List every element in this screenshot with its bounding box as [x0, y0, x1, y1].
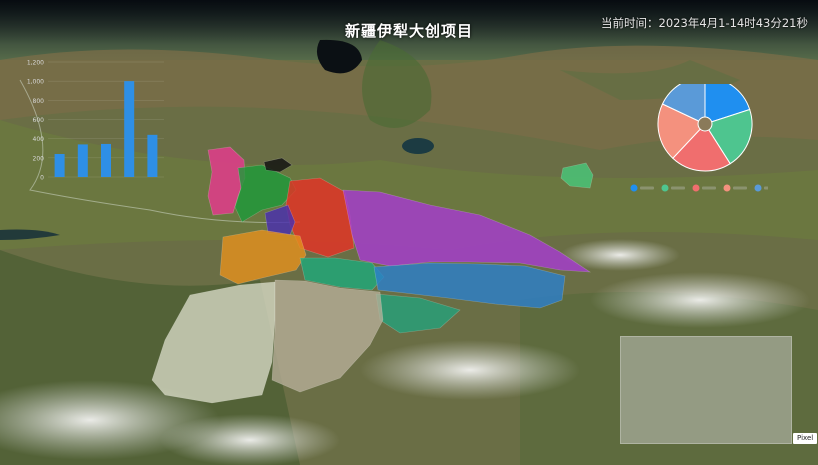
pie-slice[interactable] [704, 108, 753, 165]
river [19, 79, 301, 223]
legend-label [764, 186, 768, 190]
legend-marker[interactable] [723, 184, 731, 192]
bar [101, 143, 111, 177]
bar [147, 134, 158, 177]
bar-chart: 1,200 1,000 800 600 400 200 0 [27, 60, 164, 182]
y-tick-label: 200 [33, 155, 45, 162]
pie-slice[interactable] [657, 103, 706, 159]
snow-ridge-mid [560, 239, 680, 271]
pie-center [697, 116, 713, 132]
lake-west [0, 229, 60, 240]
region-shape[interactable] [560, 162, 594, 189]
y-tick-label: 800 [33, 98, 45, 105]
lake-north [316, 39, 362, 74]
region-shape[interactable] [264, 204, 296, 236]
pie-slice[interactable] [672, 123, 731, 172]
terrain-valley [0, 120, 818, 250]
region-shape[interactable] [263, 157, 293, 173]
terrain-green-patch [362, 40, 432, 128]
y-tick-label: 1,200 [27, 60, 44, 67]
y-tick-label: 400 [33, 136, 45, 143]
region-shape[interactable] [342, 189, 592, 273]
page-title: 新疆伊犁大创项目 [344, 22, 473, 40]
legend-marker[interactable] [661, 184, 669, 192]
current-time: 当前时间：2023年4月1-14时43分21秒 [601, 15, 808, 31]
bar [124, 81, 135, 177]
bar [77, 144, 88, 177]
region-shape[interactable] [373, 262, 566, 309]
legend-label [640, 186, 654, 190]
region-shape[interactable] [219, 229, 307, 285]
bar [54, 154, 65, 177]
pixel-button[interactable]: Pixel [793, 433, 818, 444]
terrain-southeast [520, 292, 818, 465]
legend-marker[interactable] [754, 184, 762, 192]
lake-sayram [402, 138, 434, 154]
snow-ridge-bottom [160, 414, 340, 465]
region-layer[interactable] [151, 146, 594, 404]
legend-label [702, 186, 716, 190]
pie-legend [630, 184, 768, 192]
y-tick-label: 600 [33, 117, 45, 124]
y-tick-label: 1,000 [27, 79, 44, 86]
snow-ridge-south [360, 340, 580, 400]
region-shape[interactable] [271, 279, 384, 393]
legend-label [733, 186, 747, 190]
header-bar [0, 0, 818, 44]
info-panel [620, 336, 792, 444]
snow-ridge-east [590, 272, 810, 328]
region-shape[interactable] [207, 146, 246, 216]
time-label: 当前时间： [601, 16, 659, 30]
y-tick-label: 0 [40, 175, 44, 182]
legend-marker[interactable] [692, 184, 700, 192]
region-shape[interactable] [234, 164, 297, 223]
pie-chart [657, 84, 753, 172]
region-shape[interactable] [151, 281, 276, 404]
time-value: 2023年4月1-14时43分21秒 [658, 16, 808, 30]
legend-marker[interactable] [630, 184, 638, 192]
pie-slice[interactable] [661, 84, 706, 125]
legend-label [671, 186, 685, 190]
pie-slice[interactable] [704, 84, 751, 125]
